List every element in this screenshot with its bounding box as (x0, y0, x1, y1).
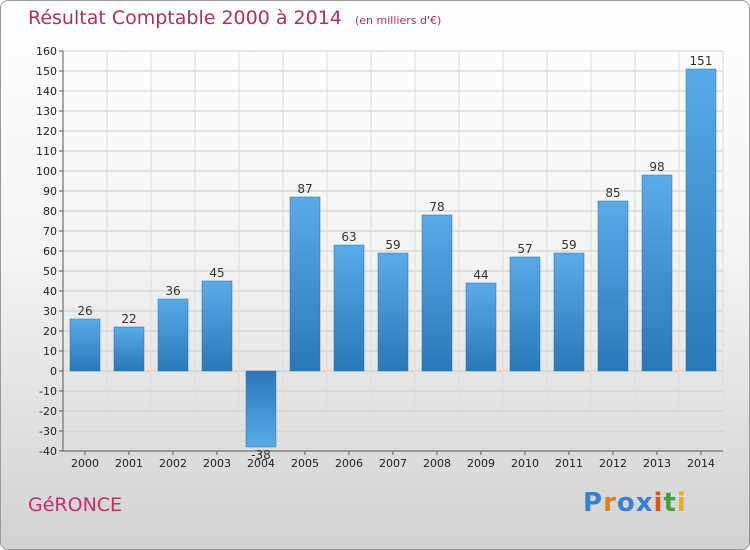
y-tick-label: 100 (36, 165, 57, 178)
x-tick-label: 2003 (203, 457, 231, 470)
x-tick-label: 2009 (467, 457, 495, 470)
bar-2006 (333, 244, 365, 372)
x-tick-label: 2004 (247, 457, 275, 470)
bar-2005 (289, 196, 321, 372)
y-tick-label: 50 (43, 265, 57, 278)
y-tick-label: 110 (36, 145, 57, 158)
y-tick-label: 60 (43, 245, 57, 258)
y-tick-label: -20 (39, 405, 57, 418)
x-tick-labels: 2000 2001 2002 2003 2004 2005 2006 2007 2008 2009… (71, 457, 715, 470)
bar-2004 (245, 370, 277, 448)
bar-2012 (597, 200, 629, 372)
proxiti-logo[interactable]: Proxiti (583, 488, 687, 518)
x-tick-label: 2008 (423, 457, 451, 470)
y-tick-label: 40 (43, 285, 57, 298)
y-tick-label: 90 (43, 185, 57, 198)
bar-2010 (509, 256, 541, 372)
y-tick-label: 160 (36, 45, 57, 58)
x-tick-label: 2013 (643, 457, 671, 470)
chart-subtitle: (en milliers d'€) (354, 14, 442, 27)
x-tick-label: 2005 (291, 457, 319, 470)
title-line: Résultat Comptable 2000 à 2014 (en milli… (28, 7, 441, 29)
x-tick-label: 2000 (71, 457, 99, 470)
x-tick-label: 2007 (379, 457, 407, 470)
y-tick-label: -10 (39, 385, 57, 398)
data-label-2006: 63 (341, 230, 356, 244)
bar-2007 (377, 252, 409, 372)
y-tick-label: 80 (43, 205, 57, 218)
y-tick-label: 140 (36, 85, 57, 98)
axes (59, 50, 723, 455)
y-tick-label: 30 (43, 305, 57, 318)
data-label-2002: 36 (165, 284, 180, 298)
data-label-2003: 45 (209, 266, 224, 280)
bar-2013 (641, 174, 673, 372)
bar-2002 (157, 298, 189, 372)
bar-2008 (421, 214, 453, 372)
bar-2000 (69, 318, 101, 372)
y-tick-label: 0 (50, 365, 57, 378)
x-tick-label: 2006 (335, 457, 363, 470)
x-tick-label: 2014 (687, 457, 715, 470)
data-label-2009: 44 (473, 268, 488, 282)
data-label-2010: 57 (517, 242, 532, 256)
bar-2009 (465, 282, 497, 372)
x-tick-label: 2010 (511, 457, 539, 470)
y-tick-label: 20 (43, 325, 57, 338)
y-tick-labels: -40 -30 -20 -10 0 10 20 30 40 50 60 70 80 90 100 110 120… (36, 45, 57, 458)
data-label-2011: 59 (561, 238, 576, 252)
data-label-2012: 85 (605, 186, 620, 200)
x-tick-label: 2011 (555, 457, 583, 470)
data-label-2013: 98 (649, 160, 664, 174)
commune-name: GéRONCE (28, 494, 123, 516)
y-tick-label: 120 (36, 125, 57, 138)
y-tick-label: 10 (43, 345, 57, 358)
bars (69, 68, 717, 448)
x-tick-label: 2002 (159, 457, 187, 470)
data-label-2014: 151 (690, 54, 713, 68)
data-label-2001: 22 (121, 312, 136, 326)
y-tick-label: 130 (36, 105, 57, 118)
chart-title: Résultat Comptable 2000 à 2014 (28, 7, 342, 29)
data-label-2004: -38 (251, 448, 271, 462)
data-label-2005: 87 (297, 182, 312, 196)
x-tick-label: 2012 (599, 457, 627, 470)
x-tick-label: 2001 (115, 457, 143, 470)
data-label-2008: 78 (429, 200, 444, 214)
bar-2003 (201, 280, 233, 372)
y-tick-label: 150 (36, 65, 57, 78)
data-label-2000: 26 (77, 304, 92, 318)
data-label-2007: 59 (385, 238, 400, 252)
y-tick-label: -40 (39, 445, 57, 458)
bar-2011 (553, 252, 585, 372)
bar-2001 (113, 326, 145, 372)
data-labels: 26 22 36 45 -38 87 63 59 78 44 57 59 85 98 151 (77, 54, 712, 462)
bar-2014 (685, 68, 717, 372)
y-tick-label: 70 (43, 225, 57, 238)
y-tick-label: -30 (39, 425, 57, 438)
